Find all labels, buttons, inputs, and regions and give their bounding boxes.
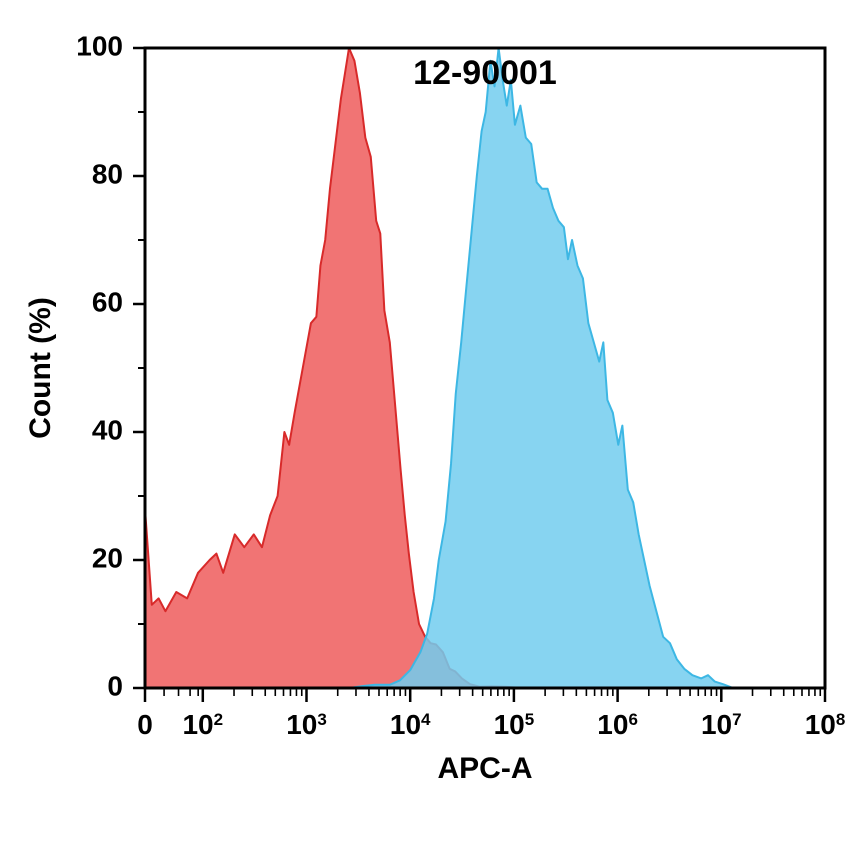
- y-axis-label: Count (%): [24, 297, 57, 439]
- flow-histogram-chart: 0204060801000102103104105106107108APC-AC…: [0, 0, 846, 851]
- y-tick-label: 0: [107, 670, 123, 701]
- y-tick-label: 100: [76, 30, 123, 61]
- y-tick-label: 40: [92, 414, 123, 445]
- y-tick-label: 20: [92, 542, 123, 573]
- y-tick-label: 60: [92, 286, 123, 317]
- chart-title: 12-90001: [413, 54, 557, 92]
- x-tick-label: 0: [137, 709, 153, 740]
- x-axis-label: APC-A: [438, 752, 533, 785]
- chart-svg: 0204060801000102103104105106107108APC-AC…: [0, 0, 846, 851]
- y-tick-label: 80: [92, 158, 123, 189]
